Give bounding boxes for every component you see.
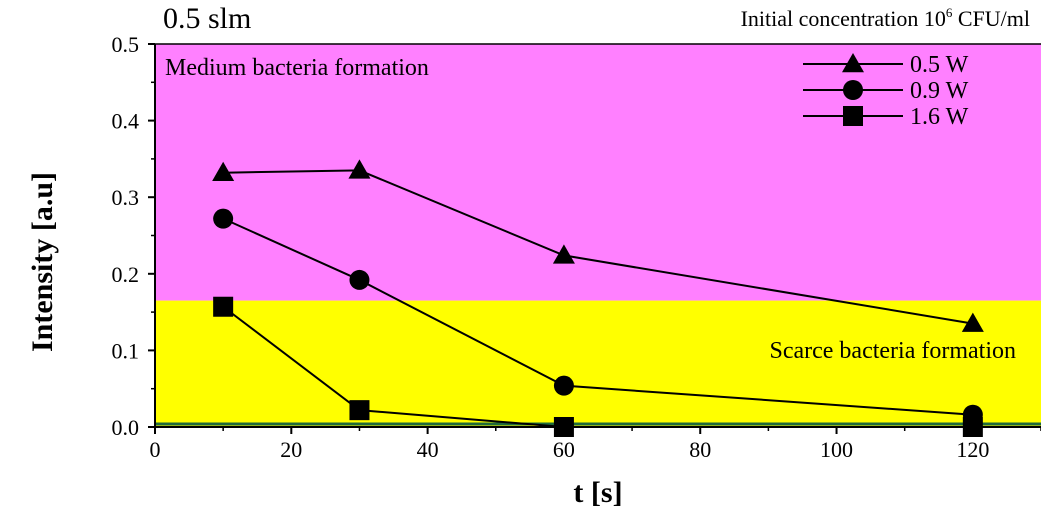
legend-marker — [843, 80, 863, 100]
y-tick-label: 0.2 — [112, 262, 140, 287]
x-tick-label: 60 — [553, 437, 575, 462]
y-tick-label: 0.4 — [112, 109, 140, 134]
regions-layer: Medium bacteria formation Scarce bacteria… — [155, 44, 1041, 427]
x-tick-label: 40 — [417, 437, 439, 462]
y-axis-label: Intensity [a.u] — [26, 172, 59, 352]
y-tick-label: 0.3 — [112, 185, 140, 210]
x-tick-label: 120 — [956, 437, 989, 462]
data-point — [349, 269, 370, 290]
region-label-scarce: Scarce bacteria formation — [769, 338, 1016, 364]
y-tick-label: 0.1 — [112, 338, 140, 363]
title-main: Initial concentration 10 — [741, 6, 946, 31]
x-tick-label: 0 — [150, 437, 161, 462]
legend-label: 1.6 W — [910, 104, 969, 130]
data-point — [212, 161, 235, 181]
series-circle — [213, 208, 983, 425]
axes-layer: 0.0 0.1 0.2 0.3 0.4 0.5 0 20 40 60 80 100 120 — [112, 32, 1041, 462]
region-1 — [155, 300, 1041, 427]
legend-label: 0.5 W — [910, 52, 969, 78]
data-point — [213, 208, 234, 229]
region-label-medium: Medium bacteria formation — [165, 55, 429, 81]
data-point — [961, 312, 984, 332]
data-point — [349, 400, 370, 421]
data-point — [348, 159, 371, 179]
series-layer — [212, 159, 984, 437]
x-tick-label: 100 — [820, 437, 853, 462]
series-line — [222, 217, 973, 416]
title-superscript: 6 — [946, 5, 953, 20]
data-point — [213, 296, 234, 317]
y-tick-label: 0.5 — [112, 32, 140, 57]
chart-title: Initial concentration 106 CFU/ml — [741, 5, 1030, 31]
x-axis-label: t [s] — [573, 476, 622, 508]
data-point — [553, 375, 574, 396]
x-tick-label: 80 — [689, 437, 711, 462]
legend-marker — [842, 53, 864, 73]
data-point — [552, 244, 575, 264]
series-triangle — [212, 159, 984, 332]
legend-marker — [843, 106, 863, 126]
corner-label: 0.5 slm — [163, 2, 251, 35]
x-tick-label: 20 — [280, 437, 302, 462]
title-suffix: CFU/ml — [952, 6, 1030, 31]
series-line — [223, 169, 974, 325]
y-tick-label: 0.0 — [112, 415, 140, 440]
legend-label: 0.9 W — [910, 78, 969, 104]
legend: 0.5 W0.9 W1.6 W — [803, 52, 969, 130]
